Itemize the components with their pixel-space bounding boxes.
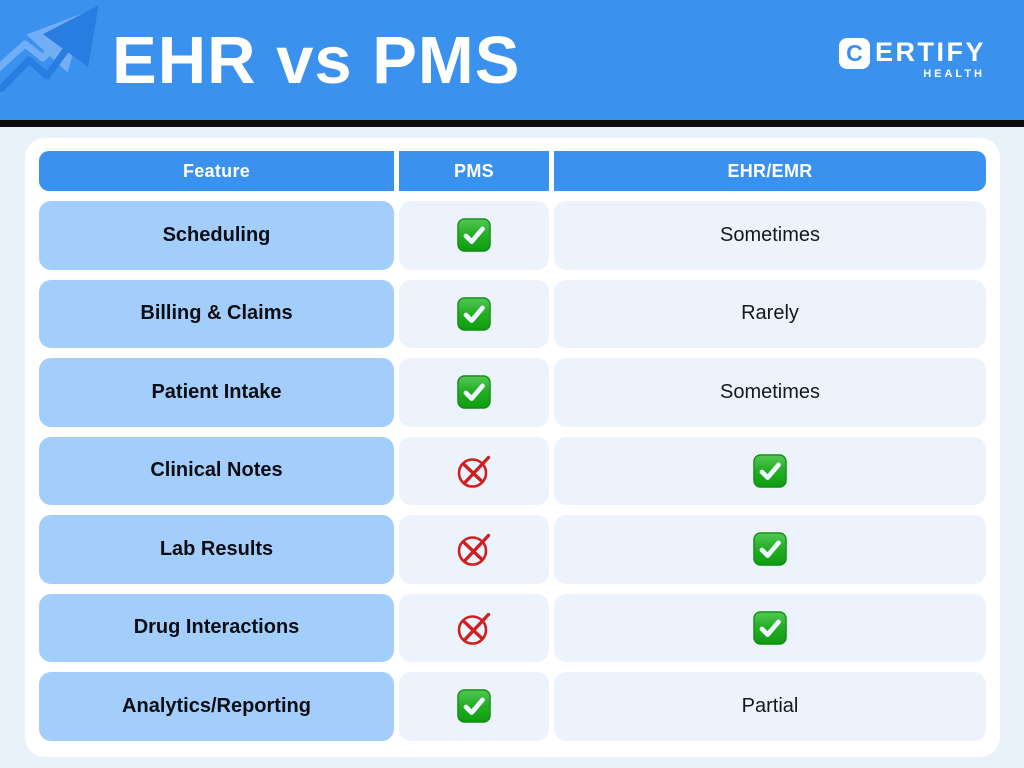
ehr-emr-value-cell: Sometimes [554, 201, 986, 270]
comparison-card: Feature PMS EHR/EMR Scheduling Sometimes… [25, 138, 1000, 757]
check-icon [753, 454, 787, 488]
feature-cell: Patient Intake [39, 358, 394, 427]
pms-value-cell [399, 672, 549, 741]
content-area: Feature PMS EHR/EMR Scheduling Sometimes… [0, 127, 1024, 768]
feature-cell: Clinical Notes [39, 436, 394, 505]
ehr-emr-value-cell [554, 593, 986, 662]
header-divider [0, 120, 1024, 127]
logo-text: ERTIFY HEALTH [874, 37, 986, 81]
check-icon [457, 297, 491, 331]
feature-cell: Analytics/Reporting [39, 672, 394, 741]
feature-cell: Billing & Claims [39, 279, 394, 348]
column-header-feature: Feature [39, 151, 394, 191]
ehr-emr-value-cell [554, 436, 986, 505]
check-icon [753, 611, 787, 645]
logo-c-icon: C [838, 38, 870, 69]
cross-icon [457, 534, 491, 567]
pms-value-cell [399, 436, 549, 505]
check-icon [457, 218, 491, 252]
trend-chart-icon [0, 5, 99, 92]
column-header-ehr-emr: EHR/EMR [554, 151, 986, 191]
pms-value-cell [399, 358, 549, 427]
feature-cell: Scheduling [39, 201, 394, 270]
page-title: EHR vs PMS [112, 22, 521, 98]
pms-value-cell [399, 593, 549, 662]
cross-icon [457, 612, 491, 645]
feature-cell: Lab Results [39, 515, 394, 584]
ehr-emr-value-cell: Rarely [554, 279, 986, 348]
logo-sub-text: HEALTH [923, 68, 985, 81]
feature-cell: Drug Interactions [39, 593, 394, 662]
check-icon [753, 532, 787, 566]
column-header-pms: PMS [399, 151, 549, 191]
header-banner: EHR vs PMS C ERTIFY HEALTH [0, 0, 1024, 120]
check-icon [457, 689, 491, 723]
ehr-emr-value-cell: Sometimes [554, 358, 986, 427]
ehr-emr-value-cell [554, 515, 986, 584]
check-icon [457, 375, 491, 409]
certify-health-logo: C ERTIFY HEALTH [838, 37, 986, 81]
logo-letter: C [846, 40, 863, 66]
cross-icon [457, 455, 491, 488]
pms-value-cell [399, 279, 549, 348]
logo-brand-text: ERTIFY [874, 37, 986, 67]
comparison-table: Feature PMS EHR/EMR Scheduling Sometimes… [39, 151, 986, 744]
pms-value-cell [399, 515, 549, 584]
pms-value-cell [399, 201, 549, 270]
ehr-emr-value-cell: Partial [554, 672, 986, 741]
